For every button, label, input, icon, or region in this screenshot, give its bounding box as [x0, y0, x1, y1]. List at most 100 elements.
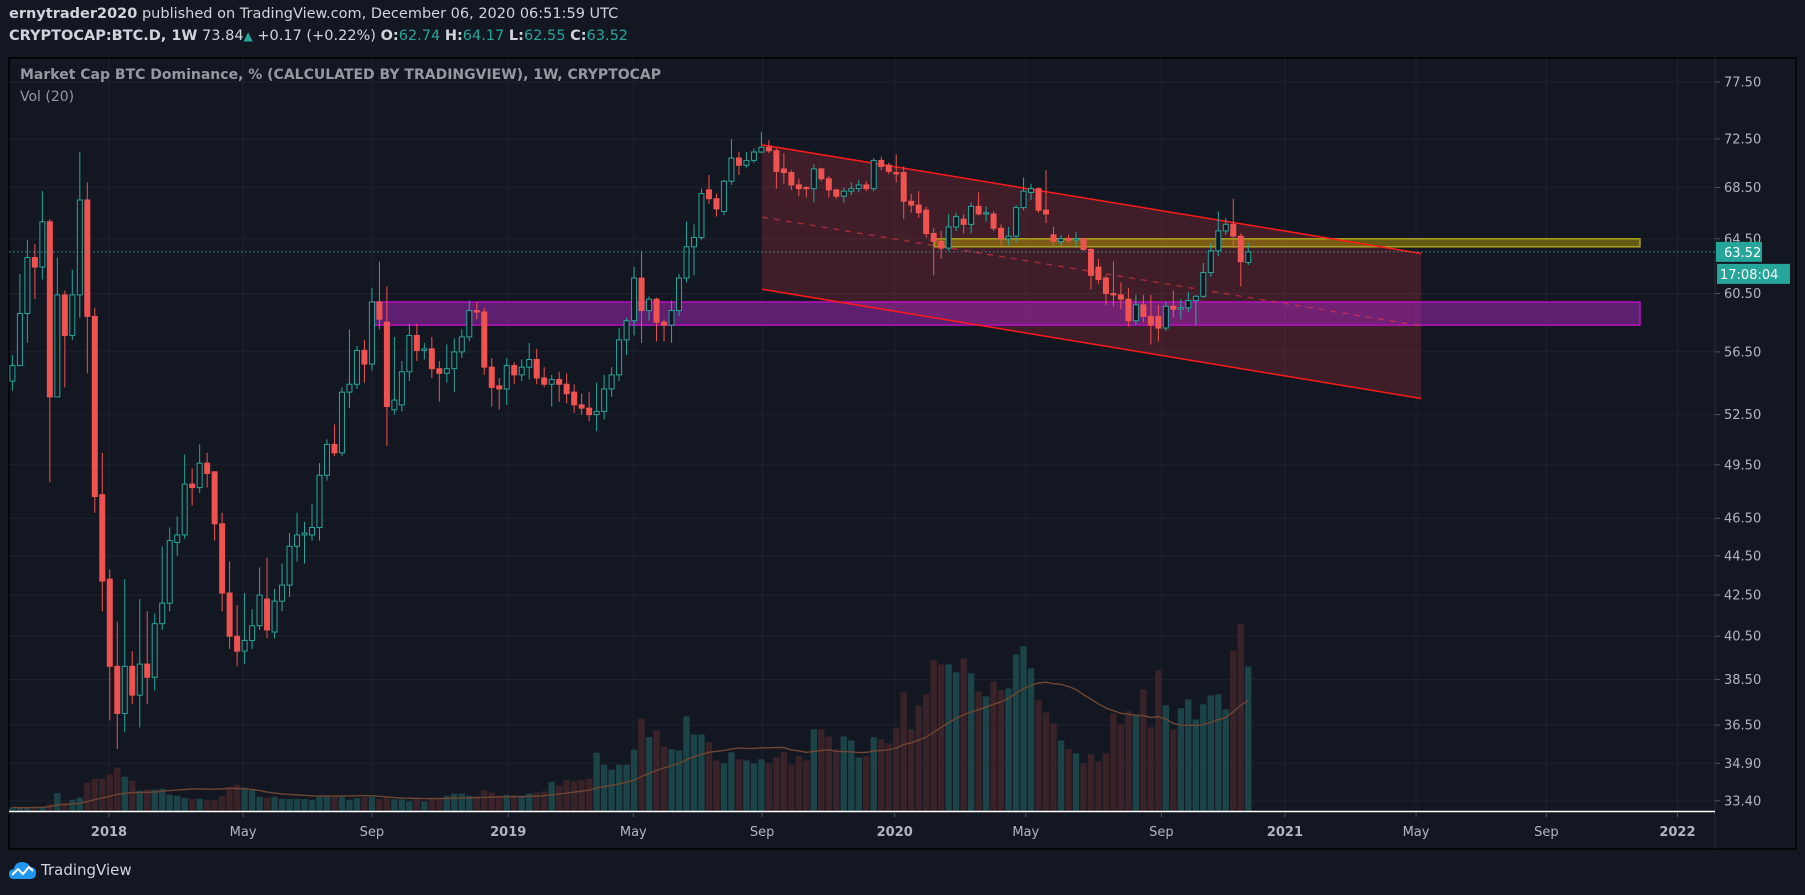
- candle: [1155, 304, 1162, 342]
- volume-bar: [1185, 699, 1192, 811]
- candle: [294, 512, 301, 562]
- candle-body: [705, 189, 712, 200]
- candle: [211, 471, 218, 541]
- candle-body: [1095, 266, 1102, 280]
- candle-body: [1087, 248, 1094, 276]
- volume-bar: [391, 799, 398, 811]
- candle: [1170, 290, 1177, 318]
- candle: [893, 154, 900, 183]
- price-tick-label: 72.50: [1724, 132, 1761, 147]
- volume-bar: [1117, 724, 1125, 811]
- candle: [1230, 198, 1237, 249]
- candle: [54, 257, 61, 398]
- candle-body: [61, 294, 68, 336]
- candle: [241, 593, 248, 665]
- candle-body: [893, 172, 900, 175]
- candle-body: [953, 216, 960, 228]
- candle-body: [211, 471, 218, 525]
- candle: [114, 621, 121, 749]
- candle-body: [309, 526, 315, 536]
- volume-bar: [1155, 670, 1162, 811]
- volume-bar: [555, 785, 563, 811]
- volume-bar: [1102, 753, 1110, 811]
- candle-body: [1125, 298, 1132, 322]
- candle-body: [720, 180, 727, 212]
- candle: [616, 328, 623, 382]
- volume-series: [9, 623, 1252, 811]
- candle-body: [930, 233, 937, 242]
- candle: [166, 527, 173, 612]
- candle-body: [1005, 235, 1012, 240]
- candle-body: [990, 213, 997, 229]
- candle-body: [998, 227, 1005, 240]
- candle-body: [91, 315, 98, 497]
- candle-body: [234, 635, 241, 652]
- candle: [234, 605, 241, 667]
- volume-ma-line: [12, 681, 1249, 809]
- candle-body: [750, 151, 757, 161]
- candle-body: [76, 199, 83, 296]
- volume-bar: [338, 796, 346, 811]
- candle-body: [361, 349, 368, 365]
- candle-body: [780, 168, 787, 174]
- candle: [353, 345, 360, 389]
- candle-body: [106, 578, 113, 667]
- volume-bar: [481, 790, 488, 811]
- volume-bar: [188, 798, 196, 811]
- candle-body: [885, 164, 892, 172]
- open-label: O:: [380, 28, 399, 44]
- candle: [945, 214, 952, 251]
- volume-bar: [533, 792, 540, 811]
- author-name[interactable]: ernytrader2020: [9, 6, 138, 22]
- candle: [833, 188, 840, 199]
- candle-body: [398, 371, 405, 406]
- volume-bar: [1042, 712, 1050, 811]
- candle-body: [443, 368, 450, 374]
- candle: [271, 589, 278, 639]
- volume-bar: [1012, 654, 1020, 811]
- price-tick-label: 40.50: [1724, 630, 1761, 645]
- volume-bar: [1170, 729, 1177, 811]
- volume-bar: [166, 794, 173, 811]
- candle: [1200, 262, 1207, 298]
- candle: [279, 563, 286, 612]
- time-axis[interactable]: 2018 May Sep 2019 May Sep 2020 May Sep 2021 May Sep…: [91, 812, 1696, 840]
- volume-legend[interactable]: Vol (20): [20, 89, 75, 105]
- candle-body: [556, 379, 563, 385]
- candle: [728, 138, 735, 185]
- candle-body: [466, 310, 473, 338]
- tradingview-brand[interactable]: TradingView: [9, 859, 132, 880]
- candle: [436, 361, 443, 402]
- candle: [189, 468, 196, 506]
- candle: [458, 329, 465, 358]
- candle: [825, 176, 832, 198]
- time-tick-label: 2022: [1659, 825, 1695, 840]
- candle-body: [99, 494, 106, 582]
- candle: [653, 297, 660, 342]
- candle-body: [975, 205, 982, 215]
- symbol-change: +0.17 (+0.22%): [257, 28, 376, 44]
- volume-bar: [922, 694, 930, 811]
- candle-body: [1065, 238, 1072, 241]
- candle: [1043, 170, 1050, 224]
- volume-bar: [518, 795, 525, 811]
- series-legend[interactable]: Market Cap BTC Dominance, % (CALCULATED …: [20, 67, 662, 83]
- volume-bar: [226, 787, 233, 811]
- volume-bar: [1237, 623, 1244, 811]
- open-value: 62.74: [398, 28, 441, 44]
- candle-body: [765, 146, 772, 152]
- candle-body: [541, 377, 548, 385]
- candle: [683, 221, 690, 283]
- candle-body: [1035, 188, 1042, 211]
- volume-bar: [421, 801, 428, 811]
- candle: [264, 557, 271, 639]
- candle: [705, 175, 712, 204]
- price-axis[interactable]: 77.5072.5068.5064.5060.5056.5052.5049.50…: [1715, 76, 1790, 810]
- volume-bar: [750, 763, 758, 811]
- candle: [151, 613, 158, 691]
- candle-body: [646, 298, 653, 312]
- candle: [204, 452, 211, 488]
- candle: [368, 287, 375, 371]
- chart-pane[interactable]: [9, 131, 1715, 812]
